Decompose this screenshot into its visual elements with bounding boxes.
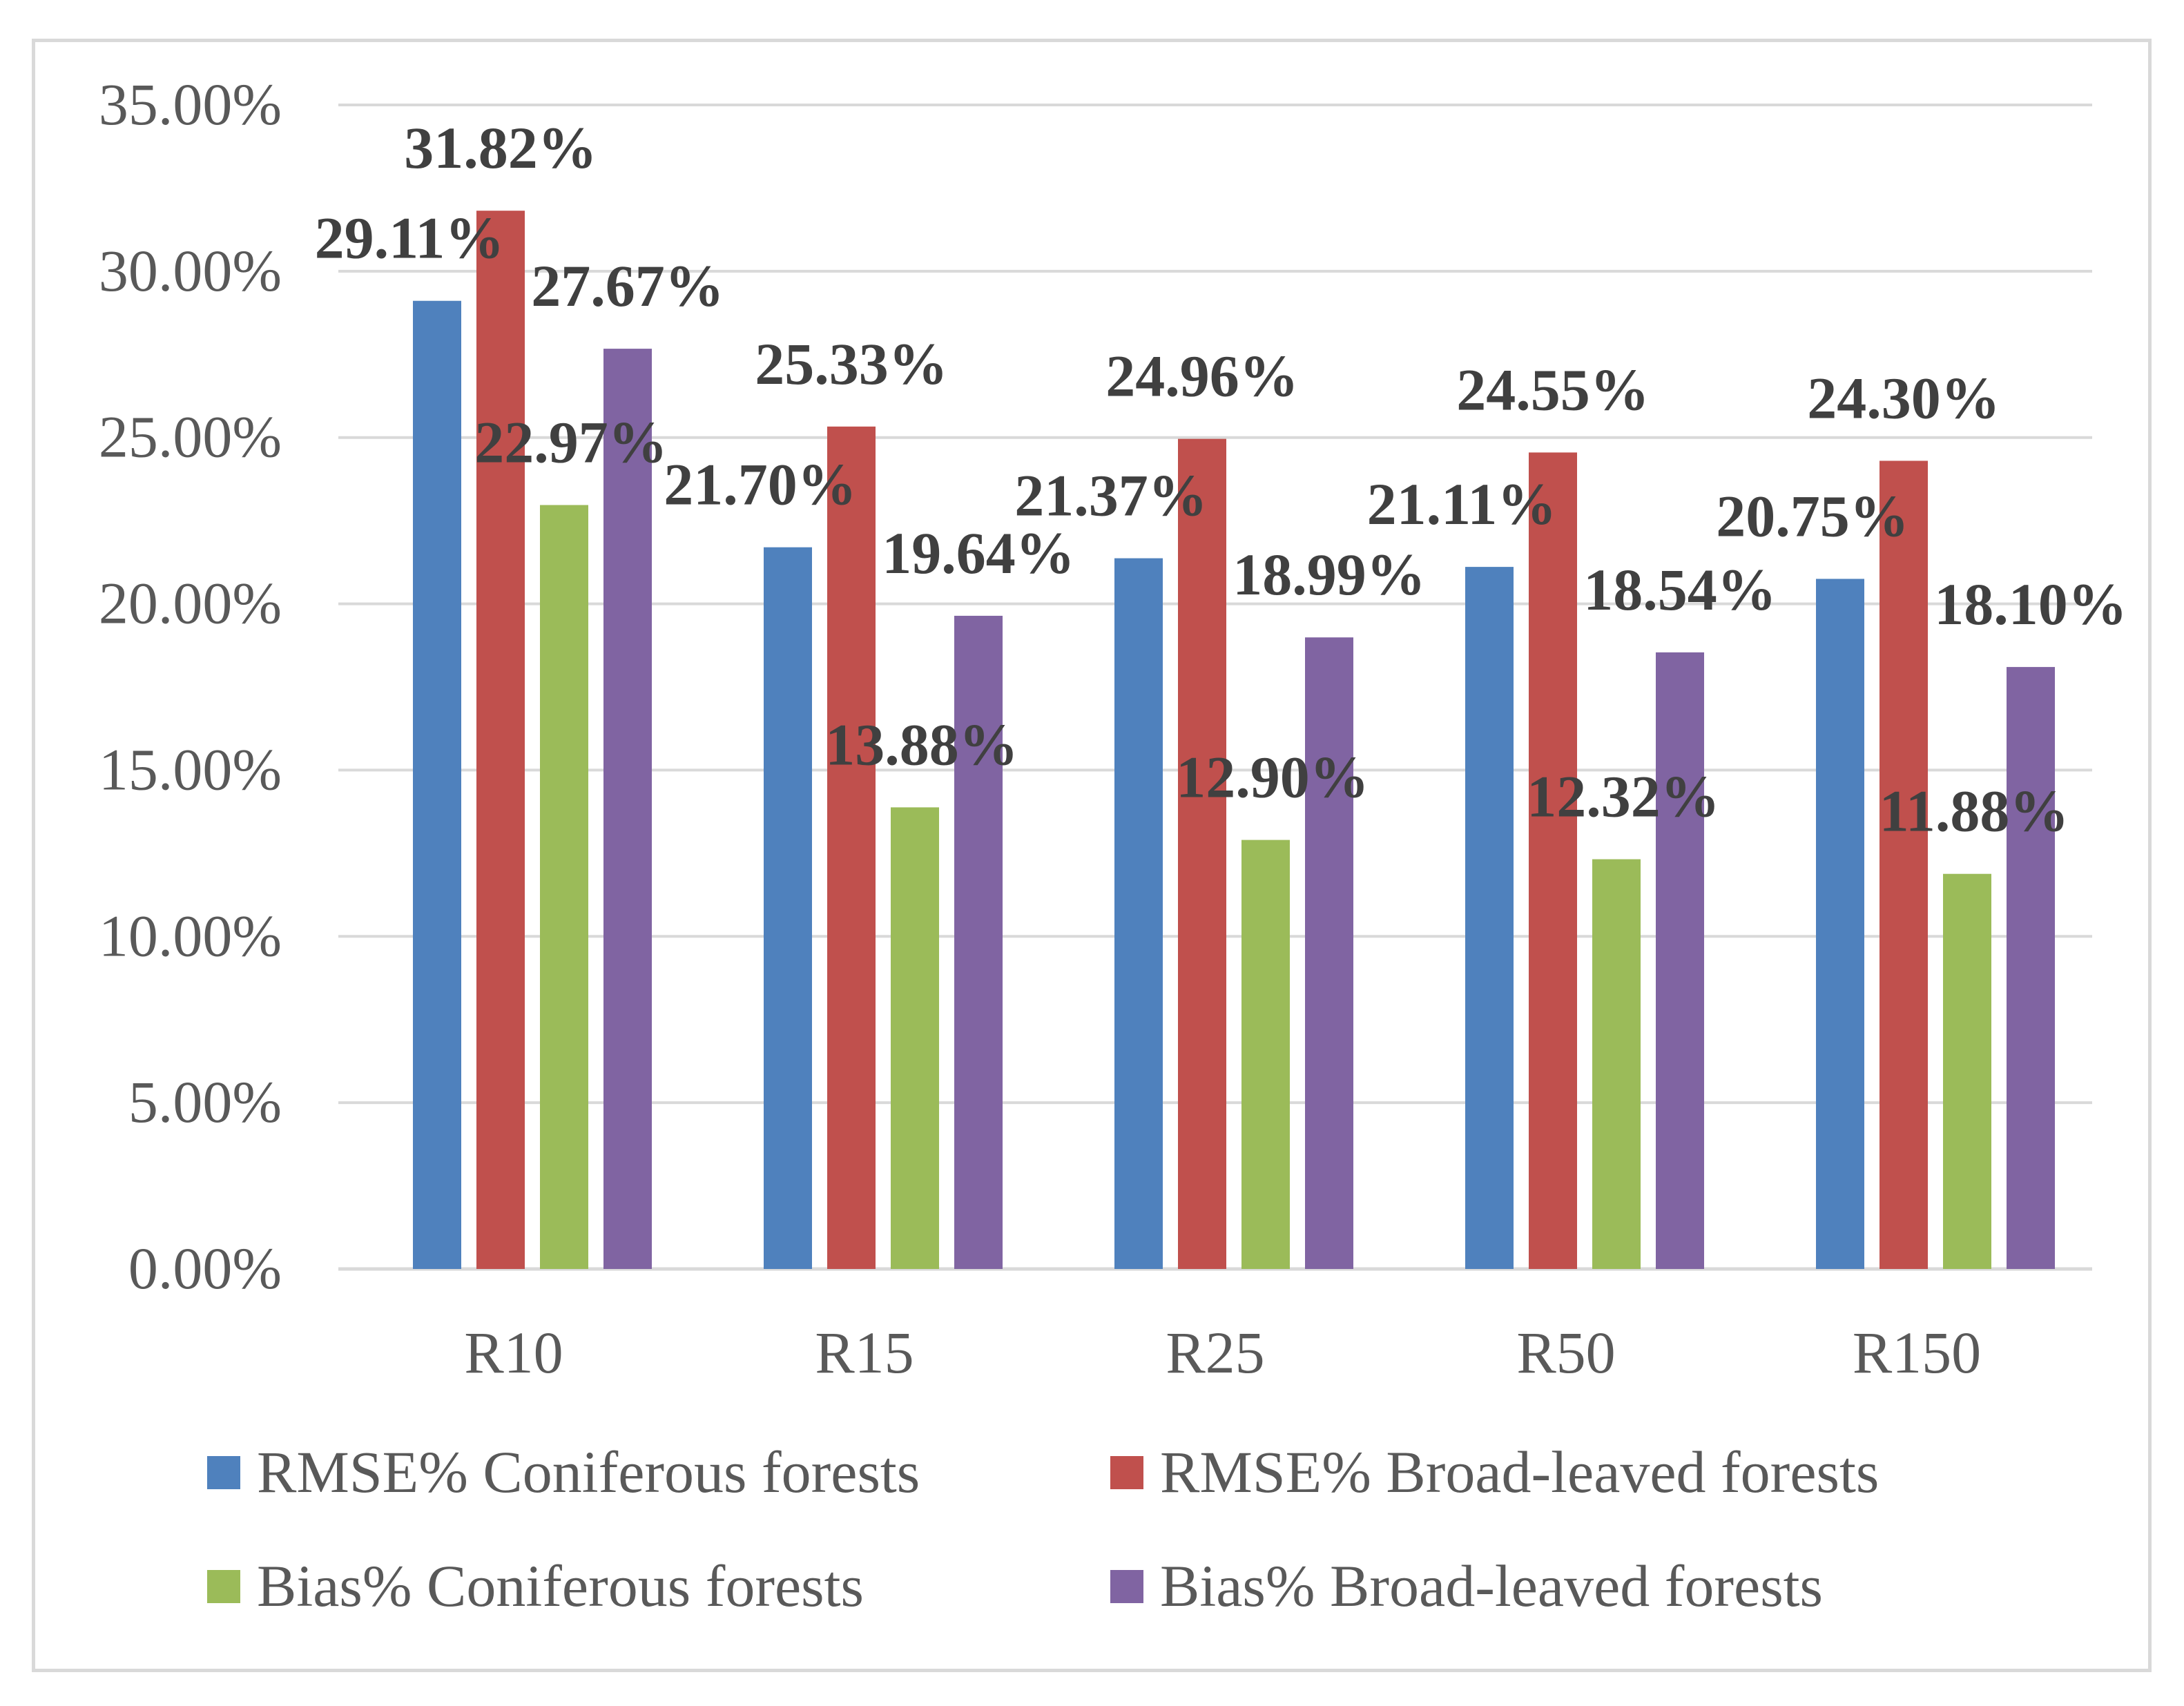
x-tick-label: R150 [1853,1319,1981,1386]
bar-r150-series-1 [1816,579,1864,1269]
data-label: 18.54% [1583,556,1777,623]
bar-r50-series-4 [1656,652,1704,1269]
x-tick-label: R10 [464,1319,563,1386]
x-tick-label: R50 [1516,1319,1615,1386]
bar-r150-series-3 [1943,873,1991,1269]
data-label: 24.55% [1456,356,1650,423]
data-label: 18.99% [1233,541,1426,608]
bar-r25-series-1 [1114,558,1163,1269]
bar-r15-series-1 [764,547,812,1270]
data-label: 11.88% [1879,778,2069,844]
legend-item: Bias% Broad-leaved forests [1110,1553,1823,1619]
bar-r10-series-3 [540,505,588,1270]
data-label: 22.97% [474,409,668,476]
chart-frame [32,39,2152,1672]
x-axis: R10 R15 R25 R50 R150 [464,1319,1981,1386]
bar-r15-series-3 [891,807,939,1269]
legend-item: RMSE% Broad-leaved forests [1110,1439,1879,1505]
legend-swatch [207,1570,240,1603]
y-tick-label: 15.00% [99,736,282,802]
y-tick-label: 0.00% [128,1235,282,1301]
data-label: 24.30% [1807,365,2000,431]
data-label: 25.33% [755,331,948,397]
bar-r10-series-4 [603,349,652,1269]
data-label: 27.67% [531,253,724,319]
legend-label: Bias% Coniferous forests [257,1553,864,1619]
legend-item: RMSE% Coniferous forests [207,1439,920,1505]
legend-label: RMSE% Coniferous forests [257,1439,920,1505]
bar-r150-series-4 [2007,667,2055,1269]
data-label: 24.96% [1105,343,1299,409]
y-tick-label: 20.00% [99,570,282,637]
bar-r10-series-2 [476,211,525,1269]
legend-label: Bias% Broad-leaved forests [1160,1553,1823,1619]
bar-r25-series-4 [1305,637,1353,1269]
legend-swatch [207,1456,240,1489]
y-tick-label: 35.00% [99,71,282,137]
data-label: 13.88% [825,711,1018,777]
y-tick-label: 30.00% [99,238,282,304]
data-label: 29.11% [315,205,505,271]
legend-label: RMSE% Broad-leaved forests [1160,1439,1879,1505]
data-label: 21.11% [1367,471,1557,537]
legend-item: Bias% Coniferous forests [207,1553,864,1619]
legend: RMSE% Coniferous forests RMSE% Broad-leav… [207,1439,1879,1619]
bar-r50-series-2 [1529,452,1577,1270]
data-label: 12.32% [1527,764,1720,830]
x-tick-label: R25 [1166,1319,1264,1386]
y-tick-label: 25.00% [99,404,282,470]
data-label: 21.70% [664,452,857,518]
y-tick-label: 5.00% [128,1069,282,1135]
data-label: 12.90% [1176,744,1369,811]
y-axis-tick-labels: 0.00% 5.00% 10.00% 15.00% 20.00% 25.00% 30.00%… [99,71,282,1301]
data-label: 20.75% [1716,483,1909,549]
y-tick-label: 10.00% [99,902,282,969]
data-labels: 29.11% 31.82% 22.97% 27.67% 21.70% 25.33% 13.8… [315,115,2127,844]
data-label: 18.10% [1934,571,2127,637]
bars [413,211,2055,1270]
bar-r10-series-1 [413,300,461,1269]
bar-r15-series-4 [954,615,1003,1269]
legend-swatch [1110,1456,1143,1489]
bar-r50-series-1 [1465,567,1514,1269]
bar-r15-series-2 [827,426,876,1270]
data-label: 19.64% [882,520,1075,586]
bar-r50-series-3 [1592,859,1641,1269]
bar-r25-series-3 [1241,840,1290,1269]
data-label: 21.37% [1014,463,1208,529]
data-label: 31.82% [404,115,597,181]
bar-r150-series-2 [1879,461,1928,1269]
bar-r25-series-2 [1178,438,1226,1269]
legend-swatch [1110,1570,1143,1603]
x-tick-label: R15 [815,1319,914,1386]
